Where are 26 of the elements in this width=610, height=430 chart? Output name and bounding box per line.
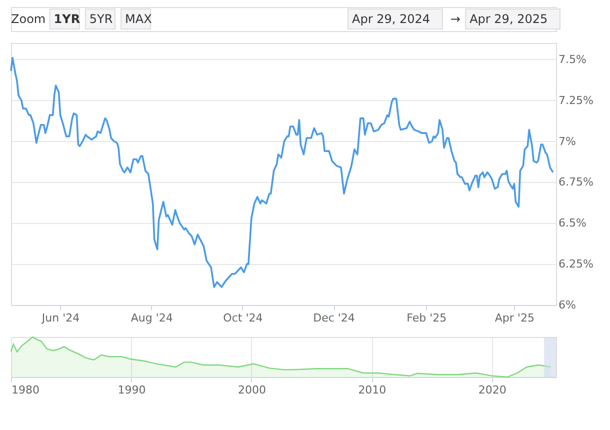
y-tick-label: 6.75%	[558, 176, 594, 189]
x-tick-label: Jun '24	[40, 312, 80, 324]
x-tick-label: 2020	[478, 384, 506, 396]
text: Apr 29, 2025	[470, 12, 548, 26]
y-tick-label: 6.5%	[558, 216, 586, 230]
text: Zoom	[11, 12, 46, 26]
x-tick-label: 1980	[12, 384, 40, 396]
x-tick-label: 1990	[118, 384, 146, 396]
x-tick-label: 2000	[238, 384, 266, 396]
y-tick-label: 7.25%	[558, 94, 594, 107]
y-tick-label: 6.25%	[558, 258, 594, 271]
y-tick-label: 6%	[558, 298, 576, 312]
y-tick-label: 7%	[558, 134, 576, 148]
x-tick-label: Feb '25	[406, 312, 447, 324]
text: 1YR	[54, 12, 80, 26]
text: Apr 29, 2024	[352, 12, 430, 26]
y-tick-label: 7.5%	[558, 52, 586, 66]
text: →	[450, 12, 460, 26]
x-tick-label: 2010	[358, 384, 386, 396]
line-series	[10, 56, 554, 288]
text: 5YR	[89, 12, 113, 26]
text: MAX	[125, 12, 152, 26]
x-tick-label: Dec '24	[313, 312, 355, 324]
x-tick-label: Aug '24	[130, 312, 173, 324]
x-tick-label: Oct '24	[223, 312, 263, 324]
x-tick-label: Apr '25	[494, 312, 534, 324]
